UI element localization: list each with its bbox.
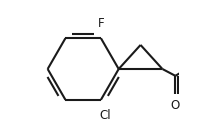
Text: F: F [98,17,104,30]
Text: Cl: Cl [99,109,111,122]
Text: O: O [171,99,180,112]
